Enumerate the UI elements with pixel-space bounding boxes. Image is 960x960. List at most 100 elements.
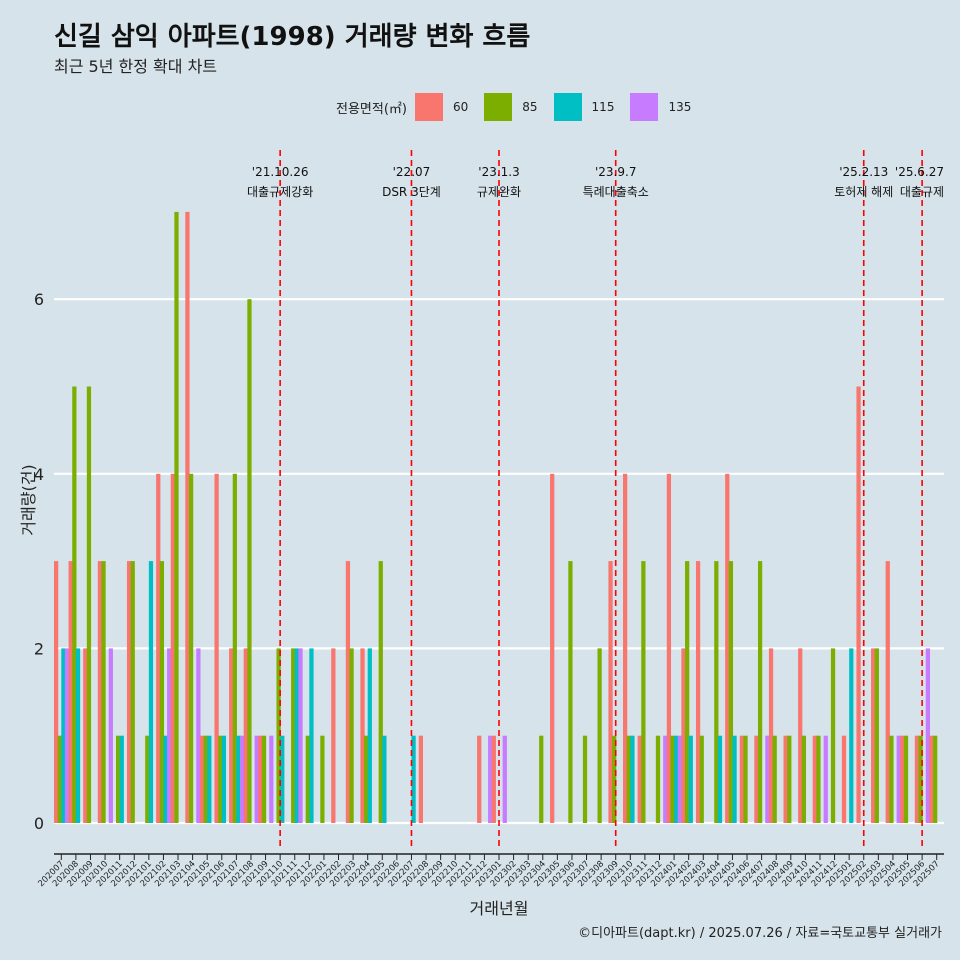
legend-label-60: 60 <box>452 100 469 114</box>
bar <box>765 735 770 823</box>
bar <box>699 735 704 823</box>
bar <box>116 735 121 823</box>
bar <box>674 735 679 823</box>
bar <box>812 735 817 823</box>
bar <box>280 735 285 823</box>
bar <box>841 735 847 823</box>
event-label: 규제완화 <box>477 185 521 199</box>
y-tick-label: 6 <box>34 290 44 309</box>
bar <box>929 735 934 823</box>
legend-key-60 <box>414 93 443 121</box>
bar <box>491 735 496 823</box>
event-date: '22.07 <box>393 165 431 179</box>
bar <box>261 735 267 823</box>
bar <box>64 648 70 823</box>
bar <box>743 735 748 823</box>
bar <box>925 648 931 823</box>
bar <box>757 561 763 823</box>
bar <box>900 735 905 823</box>
bar <box>119 735 124 823</box>
bar <box>418 735 424 823</box>
bar <box>717 735 723 823</box>
bar <box>918 735 923 823</box>
bar <box>783 735 788 823</box>
bar <box>269 735 274 823</box>
bar <box>236 735 241 823</box>
y-tick-label: 0 <box>34 814 44 833</box>
bar <box>305 735 310 823</box>
bar <box>298 648 303 823</box>
bar <box>630 735 635 823</box>
bar <box>349 648 354 823</box>
bar <box>411 735 416 823</box>
event-label: DSR 3단계 <box>382 185 441 199</box>
bar <box>185 211 190 823</box>
bar <box>294 648 299 823</box>
legend-label-85: 85 <box>522 100 538 114</box>
bar <box>196 648 201 823</box>
bar <box>871 648 876 823</box>
event-label: 토허제 해제 <box>834 185 893 199</box>
bar <box>612 735 617 823</box>
legend-key-115 <box>553 93 582 121</box>
bar <box>218 735 223 823</box>
bar <box>86 386 92 823</box>
bar <box>101 561 106 823</box>
bar <box>174 211 179 823</box>
bar <box>568 561 573 823</box>
event-date: '21.10.26 <box>252 165 309 179</box>
bar <box>688 735 693 823</box>
bar <box>221 735 227 823</box>
bar <box>130 561 135 823</box>
bar <box>666 473 672 823</box>
bar <box>623 473 628 823</box>
bar <box>68 561 73 823</box>
bar <box>309 648 314 823</box>
legend-key-85 <box>484 93 513 121</box>
bar <box>502 735 507 823</box>
bar <box>320 735 325 823</box>
bar <box>728 561 734 823</box>
bar <box>608 561 613 823</box>
bar <box>677 735 682 823</box>
legend-label-135: 135 <box>668 100 692 114</box>
bar <box>787 735 792 823</box>
bar <box>247 299 252 823</box>
bar <box>145 735 150 823</box>
bar <box>816 735 821 823</box>
legend-label-115: 115 <box>591 100 615 114</box>
bar <box>889 735 894 823</box>
bar <box>641 561 646 823</box>
bar <box>61 648 66 823</box>
bar <box>203 735 208 823</box>
bar <box>477 735 482 823</box>
bar <box>97 561 103 823</box>
legend-key-135 <box>630 93 659 121</box>
bar <box>582 735 588 823</box>
bar <box>830 648 836 823</box>
bar <box>798 648 803 823</box>
bar <box>126 561 132 823</box>
bar <box>670 735 675 823</box>
bar <box>108 648 113 823</box>
bar <box>254 735 259 823</box>
y-tick-label: 4 <box>34 465 44 484</box>
bar <box>159 561 165 823</box>
bar <box>856 386 861 823</box>
bar <box>170 473 175 823</box>
bar <box>550 473 555 823</box>
bar <box>663 735 668 823</box>
bar <box>725 473 730 823</box>
chart-subtitle: 최근 5년 한정 확대 차트 <box>54 57 218 76</box>
bar <box>199 735 205 823</box>
bar <box>768 648 774 823</box>
event-date: '23.9.7 <box>595 165 636 179</box>
bar <box>849 648 854 823</box>
legend-title: 전용면적(㎡) <box>336 101 407 117</box>
bar <box>367 648 372 823</box>
bar <box>933 735 938 823</box>
bar <box>83 648 88 823</box>
event-label: 대출규제 <box>900 185 944 199</box>
event-label: 대출규제강화 <box>247 185 313 199</box>
